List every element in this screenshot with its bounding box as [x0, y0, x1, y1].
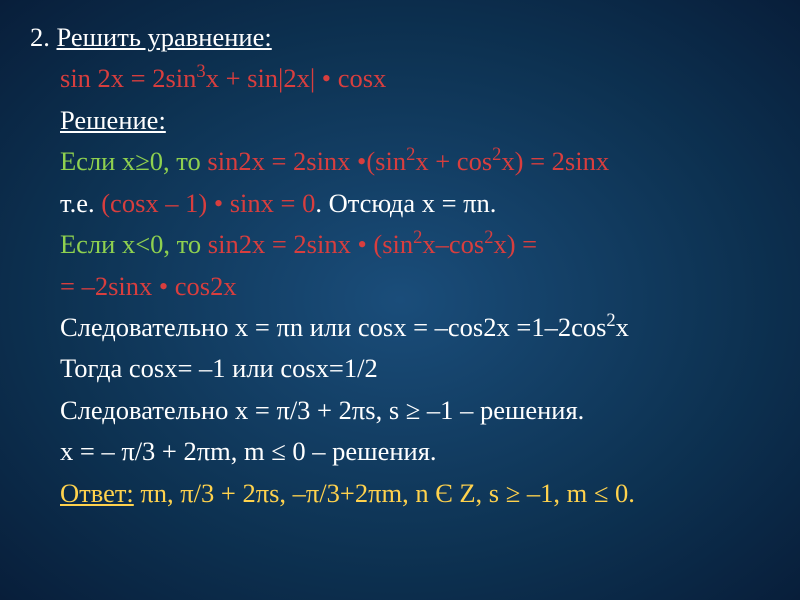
- solution1-line: Следовательно x = π/3 + 2πs, s ≥ –1 – ре…: [30, 391, 770, 429]
- case1-line: Если x≥0, то sin2x = 2sinx •(sin2x + cos…: [30, 142, 770, 180]
- slide-container: 2. Решить уравнение: sin 2x = 2sin3x + s…: [30, 18, 770, 582]
- solution2-suffix: – решения.: [312, 436, 436, 466]
- problem-number: 2.: [30, 22, 50, 52]
- consequence-text: Следовательно x = πn или cosx = –cos2x =…: [60, 312, 629, 342]
- case2-line: Если x<0, то sin2x = 2sinx • (sin2x–cos2…: [30, 225, 770, 263]
- solution2-text: x = – π/3 + 2πm, m ≤ 0: [60, 436, 312, 466]
- answer-text: πn, π/3 + 2πs, –π/3+2πm, n Є Z, s ≥ –1, …: [134, 478, 635, 508]
- case2-cont: = –2sinx • cos2x: [60, 271, 237, 301]
- solution-label: Решение:: [60, 105, 166, 135]
- ie-text: т.е.: [60, 188, 101, 218]
- factor-expr: (cosx – 1) • sinx = 0: [101, 188, 315, 218]
- case1-expr: sin2x = 2sinx •(sin2x + cos2x) = 2sinx: [207, 146, 609, 176]
- solution2-line: x = – π/3 + 2πm, m ≤ 0 – решения.: [30, 432, 770, 470]
- title-text: Решить уравнение:: [57, 22, 272, 52]
- answer-line: Ответ: πn, π/3 + 2πs, –π/3+2πm, n Є Z, s…: [30, 474, 770, 512]
- solution-label-line: Решение:: [30, 101, 770, 139]
- consequence-line: Следовательно x = πn или cosx = –cos2x =…: [30, 308, 770, 346]
- solution1-suffix: – решения.: [460, 395, 584, 425]
- factor-line: т.е. (cosx – 1) • sinx = 0. Отсюда x = π…: [30, 184, 770, 222]
- then-line: Тогда cosx= –1 или cosx=1/2: [30, 349, 770, 387]
- case2-expr: sin2x = 2sinx • (sin2x–cos2x) =: [208, 229, 537, 259]
- case2-prefix: Если x<0, то: [60, 229, 208, 259]
- solution1-text: Следовательно x = π/3 + 2πs, s ≥ –1: [60, 395, 460, 425]
- case1-prefix: Если x≥0, то: [60, 146, 207, 176]
- title-line: 2. Решить уравнение:: [30, 18, 770, 56]
- equation-text: sin 2x = 2sin3x + sin|2x| • cosx: [60, 63, 386, 93]
- then-text: Тогда cosx= –1 или cosx=1/2: [60, 353, 378, 383]
- equation-line: sin 2x = 2sin3x + sin|2x| • cosx: [30, 59, 770, 97]
- case2-cont-line: = –2sinx • cos2x: [30, 267, 770, 305]
- answer-label: Ответ:: [60, 478, 134, 508]
- hence-text: . Отсюда x = πn.: [315, 188, 496, 218]
